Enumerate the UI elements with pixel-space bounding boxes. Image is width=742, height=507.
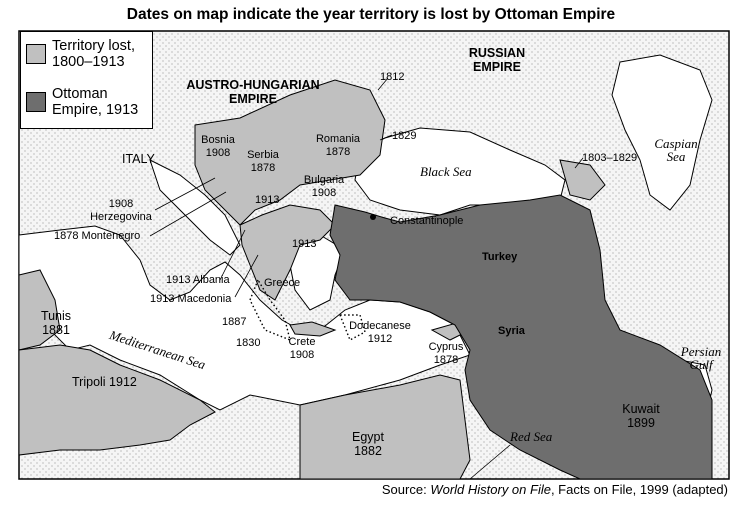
label-herzegovina: 1908 Herzegovina bbox=[90, 198, 152, 223]
label-cyprus: Cyprus 1878 bbox=[428, 341, 464, 366]
ottoman-empire-area bbox=[329, 194, 713, 480]
label-1812: 1812 bbox=[380, 71, 405, 83]
label-romania: Romania 1878 bbox=[315, 133, 361, 158]
label-black-sea: Black Sea bbox=[420, 164, 472, 179]
label-macedonia: 1913 Macedonia bbox=[150, 293, 232, 305]
label-1887: 1887 bbox=[222, 316, 247, 328]
label-turkey: Turkey bbox=[482, 251, 518, 263]
label-1913-north: 1913 bbox=[255, 194, 280, 206]
label-bosnia: Bosnia 1908 bbox=[201, 134, 235, 159]
label-crete: Crete 1908 bbox=[288, 336, 316, 361]
legend-label-territory-lost: Territory lost, 1800–1913 bbox=[52, 38, 135, 70]
label-red-sea: Red Sea bbox=[510, 429, 553, 444]
label-kuwait: Kuwait 1899 bbox=[622, 402, 660, 430]
label-austro-hungarian: AUSTRO-HUNGARIAN EMPIRE bbox=[186, 78, 320, 106]
label-1830: 1830 bbox=[236, 337, 261, 349]
label-1829: 1829 bbox=[392, 130, 417, 142]
legend-swatch-ottoman bbox=[26, 92, 46, 112]
label-dodecanese: Dodecanese 1912 bbox=[349, 320, 411, 345]
map-legend: Territory lost, 1800–1913 Ottoman Empire… bbox=[20, 31, 153, 129]
territory-lost-areas bbox=[18, 79, 691, 480]
legend-item-ottoman: Ottoman Empire, 1913 bbox=[26, 86, 152, 118]
legend-label-ottoman: Ottoman Empire, 1913 bbox=[52, 86, 139, 118]
legend-swatch-territory-lost bbox=[26, 44, 46, 64]
leader-lines bbox=[149, 77, 584, 480]
source-citation: Source: World History on File, Facts on … bbox=[382, 482, 728, 497]
label-persian-gulf: Persian Gulf bbox=[680, 344, 722, 372]
constantinople-dot bbox=[370, 214, 376, 220]
label-1913-south: 1913 bbox=[292, 238, 317, 250]
legend-item-territory-lost: Territory lost, 1800–1913 bbox=[26, 38, 152, 70]
source-suffix: , Facts on File, 1999 (adapted) bbox=[550, 482, 728, 497]
label-albania: 1913 Albania bbox=[166, 274, 230, 286]
dotted-boundary bbox=[249, 278, 366, 342]
aegean-sea bbox=[289, 234, 346, 311]
label-syria: Syria bbox=[498, 325, 525, 337]
label-russian-empire: RUSSIAN EMPIRE bbox=[468, 46, 526, 74]
label-egypt: Egypt 1882 bbox=[352, 430, 384, 458]
map-canvas bbox=[18, 30, 730, 480]
label-greece: Greece bbox=[264, 277, 301, 289]
map-title: Dates on map indicate the year territory… bbox=[126, 6, 616, 23]
label-constantinople: Constantinople bbox=[390, 215, 464, 227]
label-bulgaria: Bulgaria 1908 bbox=[303, 174, 345, 199]
label-caspian-sea: Caspian Sea bbox=[654, 136, 698, 164]
label-serbia: Serbia 1878 bbox=[247, 149, 279, 174]
label-montenegro: 1878 Montenegro bbox=[54, 230, 141, 242]
source-prefix: Source: bbox=[381, 482, 431, 497]
label-tripoli: Tripoli 1912 bbox=[72, 375, 137, 389]
label-1803-1829: 1803–1829 bbox=[582, 152, 638, 164]
label-tunis: Tunis 1881 bbox=[40, 309, 72, 337]
caspian-sea bbox=[611, 54, 713, 211]
source-work: World History on File bbox=[430, 482, 551, 497]
label-italy: ITALY bbox=[122, 152, 155, 166]
